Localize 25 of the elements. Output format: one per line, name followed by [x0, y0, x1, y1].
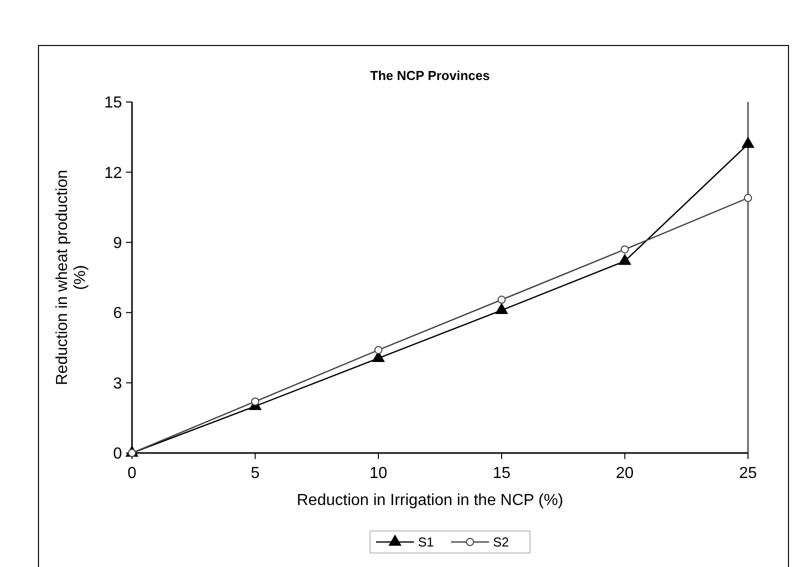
point	[498, 296, 506, 304]
point	[374, 346, 382, 354]
point	[251, 397, 260, 406]
y-tick-label: 3	[113, 375, 122, 392]
y-axis-title: Reduction in wheat production (%)	[54, 170, 90, 386]
x-tick-label: 5	[250, 465, 260, 482]
y-tick-label: 0	[113, 446, 122, 463]
x-tick-label: 20	[616, 465, 634, 482]
y-tick-label: 15	[104, 94, 122, 112]
x-tick-label: 25	[739, 465, 757, 482]
legend-label: S1	[418, 534, 434, 550]
x-tick-label: 15	[492, 465, 511, 482]
point	[495, 303, 508, 314]
legend-label: S2	[493, 534, 509, 550]
x-axis-title: Reduction in Irrigation in the NCP (%)	[296, 492, 564, 509]
point	[618, 254, 631, 265]
point	[742, 137, 754, 148]
y-tick-label: 6	[113, 305, 122, 322]
x-tick-label: 10	[370, 465, 388, 482]
point	[744, 194, 752, 202]
y-tick-label: 9	[113, 235, 122, 252]
y-tick-label: 12	[104, 164, 122, 182]
point	[620, 245, 629, 254]
x-tick-label: 0	[128, 465, 137, 482]
chart-title: The NCP Provinces	[370, 68, 490, 83]
